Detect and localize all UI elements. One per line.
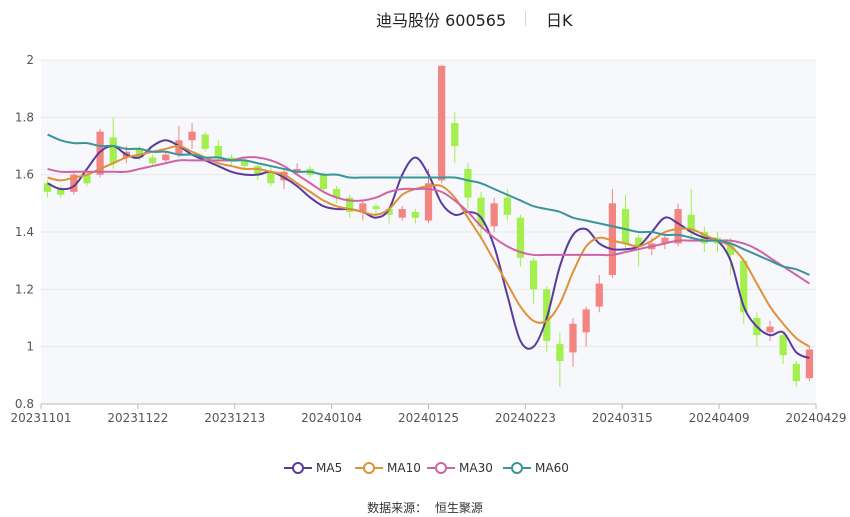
candle-down: [57, 189, 65, 195]
x-tick-label: 20231101: [10, 411, 71, 425]
legend-label: MA30: [459, 461, 493, 475]
candle-down: [109, 137, 117, 164]
candle-up: [70, 174, 78, 192]
candle-up: [661, 237, 669, 244]
x-tick-label: 20240223: [495, 411, 556, 425]
candle-down: [214, 146, 222, 158]
candle-down: [372, 206, 380, 210]
ma-line-ma60: [47, 133, 810, 276]
x-tick-label: 20240409: [689, 411, 750, 425]
candle-up: [398, 209, 406, 218]
legend-swatch-icon: [503, 462, 531, 474]
candle-down: [621, 209, 630, 244]
candle-up: [595, 283, 603, 307]
candle-up: [424, 183, 433, 221]
candle-up: [175, 140, 183, 155]
candle-down: [727, 243, 735, 255]
candle-up: [674, 209, 682, 244]
candle-down: [319, 174, 328, 189]
x-tick-label: 20240429: [785, 411, 846, 425]
x-tick-label: 20240315: [592, 411, 653, 425]
candle-down: [779, 335, 787, 356]
y-tick-label: 1.2: [15, 282, 34, 296]
chart-title-period: 日K: [546, 11, 573, 30]
candle-down: [503, 197, 511, 215]
x-tick-label: 20231122: [107, 411, 168, 425]
y-tick-label: 1.4: [15, 225, 34, 239]
y-tick-label: 1: [26, 340, 34, 354]
ma-line-ma30: [47, 156, 810, 285]
data-source-value: 恒生聚源: [434, 501, 483, 515]
candle-down: [411, 211, 419, 218]
candle-down: [332, 189, 341, 198]
candle-down: [201, 134, 209, 149]
candle-up: [162, 154, 170, 161]
candle-up: [805, 349, 814, 379]
candle-down: [83, 174, 91, 184]
candle-up: [293, 168, 301, 172]
candle-down: [385, 209, 393, 215]
candle-down: [240, 160, 249, 167]
data-source: 数据来源： 恒生聚源: [0, 499, 850, 516]
candle-down: [635, 237, 643, 247]
candle-up: [96, 131, 104, 175]
chart-title-main: 迪马股份 600565: [376, 11, 507, 30]
candle-up: [188, 131, 196, 141]
candle-up: [490, 203, 498, 227]
y-tick-label: 2: [26, 53, 34, 67]
y-tick-label: 1.8: [15, 110, 34, 124]
data-source-label: 数据来源：: [367, 501, 428, 515]
candle-down: [516, 217, 525, 258]
candle-down: [346, 197, 354, 212]
candle-down: [556, 343, 564, 361]
x-tick-label: 20240125: [398, 411, 459, 425]
candle-up: [569, 323, 577, 353]
candle-down: [464, 168, 472, 198]
candle-down: [451, 123, 459, 146]
chart-legend: MA5 MA10 MA30 MA60: [0, 459, 850, 477]
candle-down: [529, 260, 538, 290]
candle-up: [359, 203, 367, 212]
candle-down: [267, 171, 275, 184]
candle-up: [582, 309, 590, 333]
legend-swatch-icon: [355, 462, 383, 474]
candle-down: [740, 260, 748, 313]
legend-label: MA60: [535, 461, 569, 475]
candle-up: [438, 65, 446, 181]
candle-down: [477, 197, 485, 227]
candle-down: [135, 148, 144, 158]
candle-up: [766, 326, 774, 333]
candle-down: [43, 183, 52, 192]
y-tick-label: 1.6: [15, 168, 34, 182]
legend-item-ma5[interactable]: MA5: [284, 459, 342, 477]
candle-up: [280, 171, 288, 181]
candle-down: [149, 157, 157, 164]
candle-down: [254, 166, 262, 175]
legend-label: MA10: [387, 461, 421, 475]
legend-swatch-icon: [284, 462, 312, 474]
ma-line-ma5: [47, 139, 810, 360]
y-tick-label: 0.8: [15, 397, 34, 411]
legend-item-ma60[interactable]: MA60: [503, 459, 569, 477]
legend-item-ma30[interactable]: MA30: [427, 459, 493, 477]
legend-item-ma10[interactable]: MA10: [355, 459, 421, 477]
candle-down: [792, 363, 800, 382]
chart-title: 迪马股份 600565 日K: [0, 7, 850, 30]
x-tick-label: 20240104: [301, 411, 362, 425]
legend-label: MA5: [316, 461, 343, 475]
kline-chart: 0.8 1 1.2 1.4 1.6 1.8 2 20231101 20231122 2023121…: [10, 53, 846, 425]
legend-swatch-icon: [427, 462, 455, 474]
ma-line-ma10: [47, 144, 810, 348]
x-tick-label: 20231213: [204, 411, 265, 425]
candle-up: [608, 203, 617, 275]
candle-down: [227, 157, 236, 161]
title-separator: [525, 11, 526, 26]
candle-down: [687, 214, 695, 232]
